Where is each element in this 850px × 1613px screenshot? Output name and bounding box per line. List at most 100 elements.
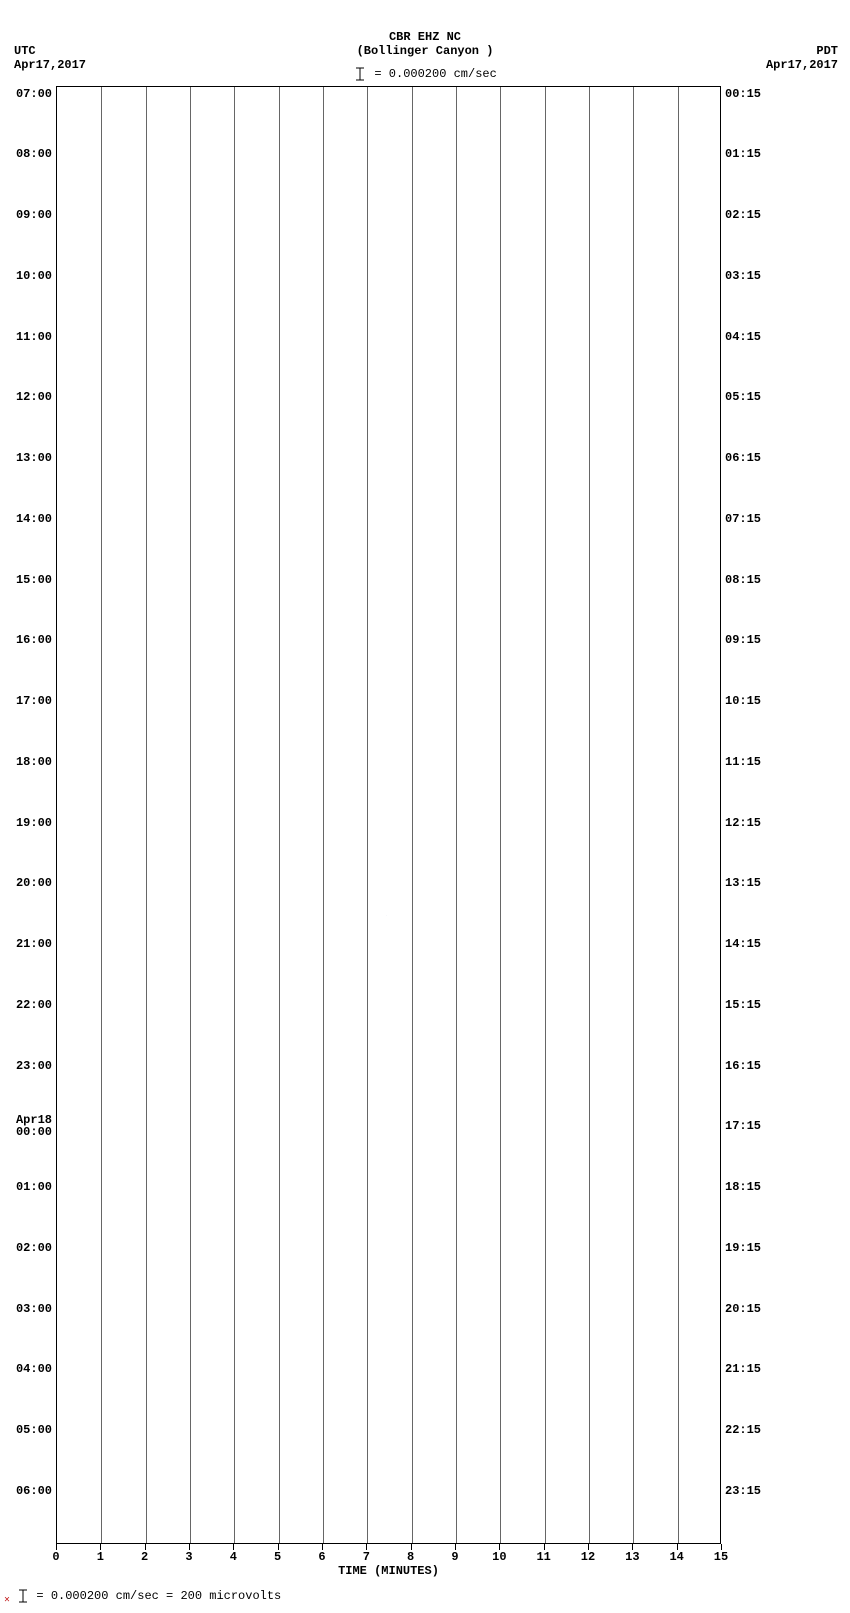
- seismic-trace: [57, 1537, 722, 1538]
- right-timezone-block: PDT Apr17,2017: [766, 44, 838, 72]
- pdt-time-label: 04:15: [725, 331, 761, 343]
- seismic-trace: [57, 1386, 722, 1387]
- pdt-time-label: 02:15: [725, 209, 761, 221]
- seismic-trace: [57, 657, 722, 658]
- seismic-trace: [57, 1264, 722, 1265]
- pdt-time-label: 23:15: [725, 1485, 761, 1497]
- x-tick-label: 13: [625, 1550, 639, 1564]
- seismic-trace: [57, 201, 722, 202]
- x-tick-label: 9: [451, 1550, 458, 1564]
- seismic-trace: [57, 292, 722, 293]
- utc-time-label: 06:00: [16, 1485, 52, 1497]
- seismic-trace: [57, 1234, 722, 1235]
- seismic-trace: [57, 793, 722, 794]
- seismic-trace: [57, 565, 722, 566]
- seismic-trace: [57, 1461, 722, 1462]
- x-tick-label: 2: [141, 1550, 148, 1564]
- utc-time-label: 01:00: [16, 1181, 52, 1193]
- scale-bar-icon: [353, 66, 367, 82]
- seismic-trace: [57, 596, 722, 597]
- seismic-trace: [57, 900, 722, 901]
- seismic-trace: [57, 1340, 722, 1341]
- pdt-time-label: 00:15: [725, 88, 761, 100]
- seismic-trace: [57, 1279, 722, 1280]
- seismic-trace: [57, 1370, 722, 1371]
- seismic-trace: [57, 383, 722, 384]
- seismic-trace: [57, 186, 722, 187]
- utc-time-label: 16:00: [16, 634, 52, 646]
- x-tick-label: 7: [363, 1550, 370, 1564]
- seismic-trace: [57, 915, 722, 916]
- seismic-trace: [57, 824, 722, 825]
- seismic-trace: [57, 474, 722, 475]
- footer-scale: × = 0.000200 cm/sec = 200 microvolts: [0, 1588, 281, 1607]
- seismic-trace: [57, 1158, 722, 1159]
- seismic-trace: [57, 839, 722, 840]
- seismic-trace: [57, 1021, 722, 1022]
- pdt-time-label: 16:15: [725, 1060, 761, 1072]
- utc-time-label: 21:00: [16, 938, 52, 950]
- x-tick-label: 12: [581, 1550, 595, 1564]
- seismic-trace: [57, 854, 722, 855]
- utc-time-label: 20:00: [16, 877, 52, 889]
- seismic-trace: [57, 1203, 722, 1204]
- seismic-trace: [57, 763, 722, 764]
- seismic-trace: [57, 1416, 722, 1417]
- seismic-trace: [57, 353, 722, 354]
- utc-time-label: 11:00: [16, 331, 52, 343]
- utc-time-label: 03:00: [16, 1303, 52, 1315]
- seismic-trace: [57, 991, 722, 992]
- scale-indicator: = 0.000200 cm/sec: [0, 66, 850, 82]
- scale-bar-icon: [17, 1588, 29, 1604]
- seismic-trace: [57, 322, 722, 323]
- seismogram-page: UTC Apr17,2017 CBR EHZ NC (Bollinger Can…: [0, 0, 850, 1613]
- x-tick-label: 3: [185, 1550, 192, 1564]
- seismic-trace: [57, 1325, 722, 1326]
- pdt-time-label: 21:15: [725, 1363, 761, 1375]
- utc-time-label: 15:00: [16, 574, 52, 586]
- seismic-trace: [57, 1036, 722, 1037]
- pdt-time-label: 06:15: [725, 452, 761, 464]
- seismic-trace: [57, 717, 722, 718]
- seismic-trace: [57, 687, 722, 688]
- x-tick-label: 5: [274, 1550, 281, 1564]
- pdt-time-label: 05:15: [725, 391, 761, 403]
- seismic-trace: [57, 520, 722, 521]
- pdt-time-label: 13:15: [725, 877, 761, 889]
- seismic-trace: [57, 1082, 722, 1083]
- seismic-trace: [57, 368, 722, 369]
- utc-time-label: 12:00: [16, 391, 52, 403]
- seismic-trace: [57, 110, 722, 111]
- utc-time-label: 02:00: [16, 1242, 52, 1254]
- pdt-time-label: 18:15: [725, 1181, 761, 1193]
- seismic-trace: [57, 1294, 722, 1295]
- seismic-trace: [57, 884, 722, 885]
- footer-text: = 0.000200 cm/sec = 200 microvolts: [36, 1590, 281, 1604]
- seismic-trace: [57, 945, 722, 946]
- seismic-trace: [57, 1143, 722, 1144]
- seismic-trace: [57, 930, 722, 931]
- seismic-trace: [57, 246, 722, 247]
- seismogram-plot: [56, 86, 721, 1544]
- x-tick-label: 4: [230, 1550, 237, 1564]
- header: UTC Apr17,2017 CBR EHZ NC (Bollinger Can…: [0, 0, 850, 85]
- pdt-time-label: 07:15: [725, 513, 761, 525]
- seismic-trace: [57, 641, 722, 642]
- seismic-trace: [57, 277, 722, 278]
- pdt-time-label: 19:15: [725, 1242, 761, 1254]
- seismic-trace: [57, 125, 722, 126]
- utc-time-label: 05:00: [16, 1424, 52, 1436]
- seismic-trace: [57, 778, 722, 779]
- seismic-trace: [57, 489, 722, 490]
- pdt-time-label: 09:15: [725, 634, 761, 646]
- left-time-labels: 07:0008:0009:0010:0011:0012:0013:0014:00…: [0, 86, 54, 1544]
- seismic-trace: [57, 1112, 722, 1113]
- utc-time-label: 10:00: [16, 270, 52, 282]
- seismic-trace: [57, 960, 722, 961]
- seismic-trace: [57, 171, 722, 172]
- seismic-trace: [57, 611, 722, 612]
- x-tick-label: 6: [318, 1550, 325, 1564]
- seismic-trace: [57, 216, 722, 217]
- seismic-trace: [57, 444, 722, 445]
- x-tick-label: 15: [714, 1550, 728, 1564]
